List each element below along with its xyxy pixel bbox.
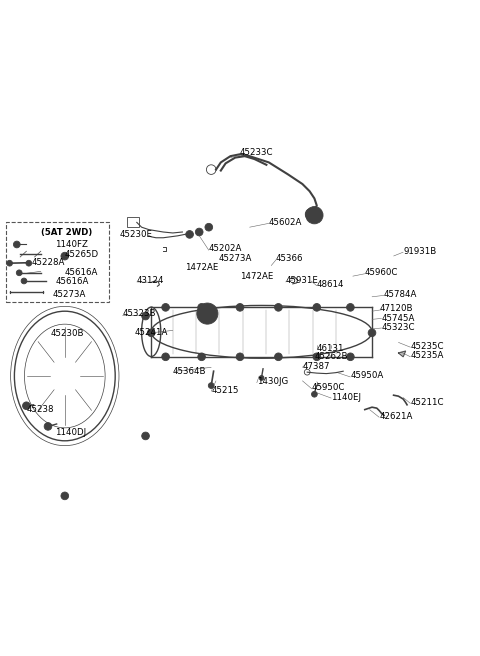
Circle shape xyxy=(61,492,69,500)
Text: 91931B: 91931B xyxy=(403,247,436,256)
Circle shape xyxy=(186,230,193,238)
Circle shape xyxy=(313,304,321,311)
Circle shape xyxy=(16,270,22,276)
Text: 45273A: 45273A xyxy=(53,290,86,299)
Circle shape xyxy=(7,260,12,266)
Circle shape xyxy=(347,353,354,361)
Circle shape xyxy=(205,223,213,231)
Text: 1472AE: 1472AE xyxy=(185,262,218,272)
Text: 45233C: 45233C xyxy=(240,148,274,157)
Circle shape xyxy=(61,253,69,260)
Circle shape xyxy=(21,278,27,284)
Text: 45211C: 45211C xyxy=(410,398,444,407)
Text: 45235A: 45235A xyxy=(410,351,444,360)
Text: 45784A: 45784A xyxy=(384,290,418,299)
Circle shape xyxy=(275,304,282,311)
Text: 45931E: 45931E xyxy=(286,276,318,285)
Circle shape xyxy=(368,329,376,337)
Circle shape xyxy=(162,353,169,361)
Text: 45228A: 45228A xyxy=(31,258,65,267)
Text: 45323B: 45323B xyxy=(122,309,156,318)
Text: 45273A: 45273A xyxy=(218,254,252,263)
Text: 45602A: 45602A xyxy=(269,218,302,227)
Text: A: A xyxy=(312,212,317,218)
Circle shape xyxy=(142,432,149,440)
Text: 45241A: 45241A xyxy=(134,328,168,337)
Circle shape xyxy=(23,402,30,409)
Circle shape xyxy=(13,241,20,248)
Text: 45235C: 45235C xyxy=(410,342,444,351)
Circle shape xyxy=(162,304,169,311)
Circle shape xyxy=(236,304,244,311)
Circle shape xyxy=(142,312,149,320)
Text: 45745A: 45745A xyxy=(382,314,415,323)
Text: 47387: 47387 xyxy=(302,362,330,371)
Circle shape xyxy=(198,353,205,361)
Text: 1140DJ: 1140DJ xyxy=(55,428,86,437)
Circle shape xyxy=(305,209,317,220)
Circle shape xyxy=(208,382,214,388)
Text: 45238: 45238 xyxy=(26,405,54,414)
Text: A: A xyxy=(204,309,210,318)
Text: 45265D: 45265D xyxy=(65,249,99,258)
Text: 45950C: 45950C xyxy=(312,384,346,392)
Text: 45202A: 45202A xyxy=(209,244,242,253)
Circle shape xyxy=(236,353,244,361)
Circle shape xyxy=(147,329,155,337)
Text: 1472AE: 1472AE xyxy=(240,272,274,281)
Circle shape xyxy=(44,422,52,430)
Text: 43124: 43124 xyxy=(137,276,164,285)
Circle shape xyxy=(195,228,203,236)
Text: 45364B: 45364B xyxy=(173,367,206,376)
Circle shape xyxy=(347,304,354,311)
Text: 45323C: 45323C xyxy=(382,323,415,331)
Bar xyxy=(127,216,139,227)
Text: 45215: 45215 xyxy=(211,386,239,395)
Bar xyxy=(6,222,109,302)
Circle shape xyxy=(197,303,218,324)
Circle shape xyxy=(275,353,282,361)
Text: 1430JG: 1430JG xyxy=(257,377,288,386)
Text: 45960C: 45960C xyxy=(365,268,398,277)
Text: 45230E: 45230E xyxy=(120,230,153,239)
Text: 46131: 46131 xyxy=(317,344,344,353)
Text: 45366: 45366 xyxy=(276,254,303,263)
Circle shape xyxy=(306,207,323,224)
Circle shape xyxy=(26,260,32,266)
Text: 45230B: 45230B xyxy=(50,329,84,338)
Text: (5AT 2WD): (5AT 2WD) xyxy=(41,228,92,237)
Text: 45950A: 45950A xyxy=(350,371,384,380)
Circle shape xyxy=(259,375,264,380)
Text: 48614: 48614 xyxy=(317,280,344,289)
Text: 45616A: 45616A xyxy=(55,277,89,286)
Text: 45616A: 45616A xyxy=(65,268,98,277)
Text: 42621A: 42621A xyxy=(379,412,413,420)
Text: 45262B: 45262B xyxy=(314,352,348,361)
Text: 1140EJ: 1140EJ xyxy=(331,393,361,401)
Circle shape xyxy=(312,392,317,397)
Circle shape xyxy=(313,353,321,361)
Text: 1140FZ: 1140FZ xyxy=(55,240,88,249)
Polygon shape xyxy=(398,351,406,357)
Circle shape xyxy=(198,304,205,311)
Text: 47120B: 47120B xyxy=(379,304,413,314)
